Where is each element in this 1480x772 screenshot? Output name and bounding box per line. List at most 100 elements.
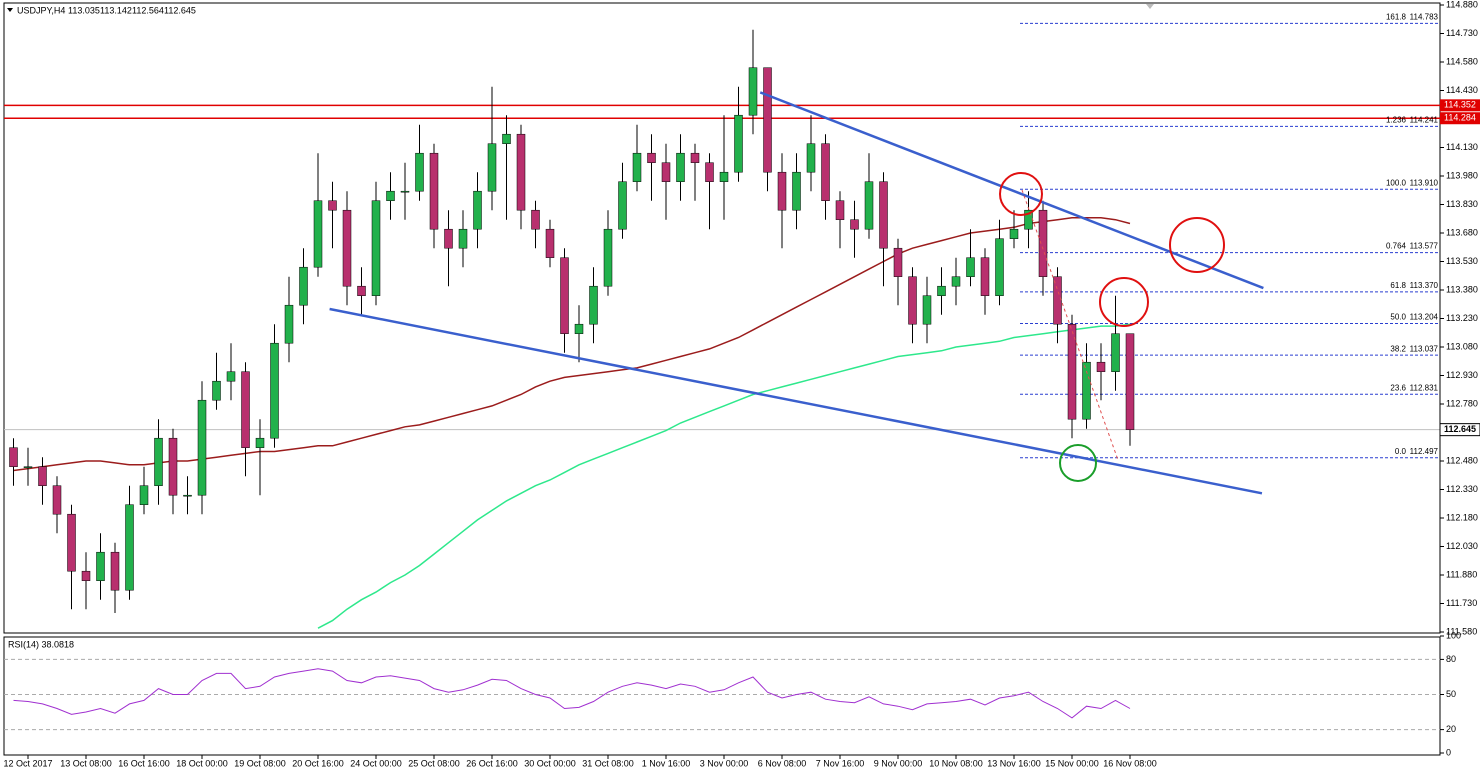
circle bbox=[999, 172, 1043, 216]
candle-body bbox=[864, 181, 874, 230]
candle-body bbox=[342, 209, 352, 287]
candle-body bbox=[560, 257, 569, 334]
close: 112.645 bbox=[164, 5, 196, 15]
x-tick-label: 10 Nov 08:00 bbox=[929, 758, 983, 768]
candle-body bbox=[38, 466, 47, 486]
y-tick-label: 113.830 bbox=[1446, 199, 1478, 209]
candle-body bbox=[1067, 323, 1077, 420]
y-tick-label: 112.780 bbox=[1446, 398, 1478, 408]
x-tick-label: 13 Nov 16:00 bbox=[987, 758, 1041, 768]
y-tick-label: 112.330 bbox=[1446, 484, 1478, 494]
moving-average bbox=[317, 323, 1131, 629]
candle-body bbox=[139, 485, 149, 505]
candle-body bbox=[618, 181, 627, 230]
y-tick-label: 111.730 bbox=[1446, 598, 1477, 608]
candle-body bbox=[371, 200, 381, 296]
candle-body bbox=[183, 494, 192, 497]
y-tick-label: 80 bbox=[1446, 654, 1456, 664]
candle-body bbox=[313, 200, 323, 268]
candle-body bbox=[850, 219, 859, 230]
x-tick-label: 24 Oct 00:00 bbox=[350, 758, 402, 768]
fib-ratio: 61.8 bbox=[1390, 281, 1406, 290]
fib-ratio: 0.0 bbox=[1395, 447, 1407, 456]
fib-ratio: 38.2 bbox=[1390, 344, 1406, 353]
high: 113.142 bbox=[100, 5, 132, 15]
candle-body bbox=[1111, 333, 1120, 372]
candle-body bbox=[9, 447, 18, 467]
y-tick-label: 113.380 bbox=[1446, 284, 1478, 294]
candle-body bbox=[937, 285, 946, 296]
candle-body bbox=[1053, 276, 1062, 325]
x-tick-label: 25 Oct 08:00 bbox=[408, 758, 460, 768]
candle-body bbox=[212, 380, 221, 401]
candle-body bbox=[603, 228, 613, 287]
y-tick-label: 114.130 bbox=[1446, 142, 1478, 152]
y-tick-label: 114.430 bbox=[1446, 85, 1478, 95]
candle-body bbox=[168, 437, 178, 496]
fib-ratio: 1.236 bbox=[1386, 116, 1407, 125]
candle-body bbox=[1096, 361, 1106, 372]
y-tick-label: 112.930 bbox=[1446, 370, 1478, 380]
candle-body bbox=[444, 228, 453, 249]
fib-value: 113.037 bbox=[1410, 344, 1439, 353]
rsi-title: RSI(14) 38.0818 bbox=[8, 639, 74, 649]
candle-body bbox=[1082, 361, 1091, 420]
price-tag bbox=[1440, 99, 1480, 112]
candle-body bbox=[719, 171, 729, 182]
candle-body bbox=[458, 228, 468, 249]
y-tick-label: 111.880 bbox=[1446, 569, 1477, 579]
fib-ratio: 23.6 bbox=[1390, 383, 1406, 392]
x-tick-label: 19 Oct 08:00 bbox=[234, 758, 286, 768]
price-tag bbox=[1440, 112, 1480, 125]
x-tick-label: 12 Oct 2017 bbox=[3, 758, 52, 768]
candle-body bbox=[893, 247, 903, 277]
candle-body bbox=[415, 152, 424, 192]
circle bbox=[1059, 444, 1097, 482]
y-tick-label: 113.530 bbox=[1446, 256, 1478, 266]
y-tick-label: 112.030 bbox=[1446, 541, 1478, 551]
x-tick-label: 26 Oct 16:00 bbox=[466, 758, 518, 768]
x-tick-label: 7 Nov 16:00 bbox=[816, 758, 865, 768]
candle-body bbox=[545, 228, 555, 258]
x-tick-label: 3 Nov 00:00 bbox=[700, 758, 749, 768]
x-tick-label: 16 Nov 08:00 bbox=[1103, 758, 1157, 768]
candle-body bbox=[922, 295, 932, 325]
candle-body bbox=[777, 171, 787, 211]
y-tick-label: 113.080 bbox=[1446, 341, 1478, 351]
candle-body bbox=[951, 276, 961, 287]
candle-body bbox=[473, 190, 482, 230]
candle-body bbox=[705, 162, 714, 182]
candle-body bbox=[821, 143, 830, 201]
x-tick-label: 31 Oct 08:00 bbox=[582, 758, 634, 768]
candle-body bbox=[763, 67, 772, 173]
candle-body bbox=[908, 276, 917, 325]
candle-body bbox=[487, 143, 497, 192]
candle-body bbox=[966, 257, 975, 277]
candle-body bbox=[589, 285, 598, 325]
candle-body bbox=[23, 466, 33, 468]
y-tick-label: 0 bbox=[1446, 747, 1451, 757]
circle bbox=[1099, 277, 1149, 327]
y-tick-label: 20 bbox=[1446, 724, 1456, 734]
candle-body bbox=[995, 238, 1004, 296]
open: 113.035 bbox=[68, 5, 100, 15]
fib-value: 113.910 bbox=[1410, 178, 1439, 187]
circle bbox=[1169, 217, 1225, 273]
candle-body bbox=[676, 152, 685, 182]
fib-value: 113.370 bbox=[1410, 281, 1439, 290]
fib-ratio: 0.764 bbox=[1386, 242, 1407, 251]
fib-value: 112.831 bbox=[1410, 383, 1439, 392]
candle-body bbox=[748, 67, 758, 116]
x-tick-label: 13 Oct 08:00 bbox=[60, 758, 112, 768]
fib-value: 114.241 bbox=[1410, 116, 1439, 125]
candle-body bbox=[429, 152, 439, 230]
candle-body bbox=[531, 209, 540, 230]
candle-body bbox=[357, 285, 366, 296]
candle-body bbox=[270, 342, 279, 439]
candle-body bbox=[632, 152, 642, 182]
price-tag-label: 112.645 bbox=[1444, 424, 1476, 434]
candle-body bbox=[502, 133, 511, 144]
candle-body bbox=[125, 504, 134, 591]
y-tick-label: 112.480 bbox=[1446, 455, 1478, 465]
